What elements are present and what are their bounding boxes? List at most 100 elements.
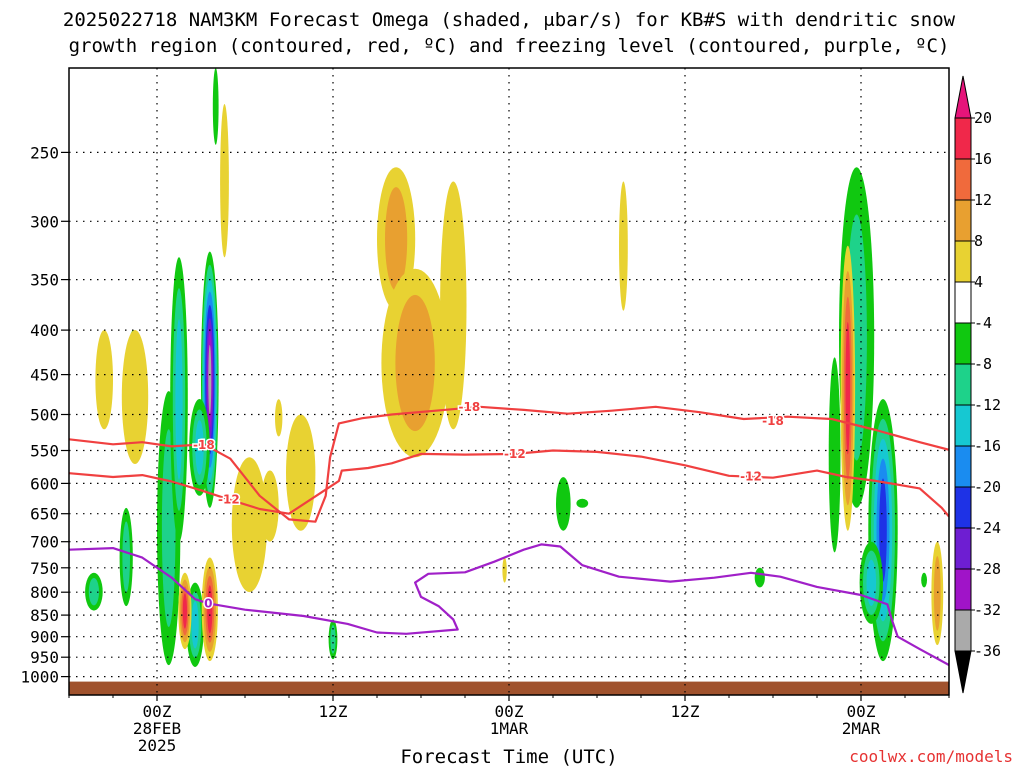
x-axis-label: Forecast Time (UTC) [400,746,617,768]
terrain-surface [69,681,949,695]
omega-region-4-level--36 [208,345,212,415]
omega-region-12-level--8 [828,357,841,553]
colorbar-tick-label-2: 12 [974,191,992,209]
y-tick-label-600: 600 [30,474,59,493]
colorbar-tick-label-8: -16 [974,437,1001,455]
x-tick-label-4-1: 2MAR [842,719,881,738]
omega-region-16-level--8 [754,567,765,588]
omega-region-3-level--16 [175,319,183,480]
terrain [69,681,949,695]
omega-region-10-level--8 [556,477,571,531]
y-tick-label-950: 950 [30,648,59,667]
contour-label-1-1: -12 [504,447,526,461]
omega-shading [85,68,944,667]
omega-region-14-level--24 [879,478,887,582]
omega-region-33-level-4 [502,557,507,583]
colorbar-tick-label-4: 4 [974,273,983,291]
y-tick-label-550: 550 [30,442,59,461]
omega-region-29-level-16 [845,322,851,455]
omega-region-0-level--12 [88,578,99,606]
omega-region-5-level--16 [195,420,204,475]
credit-text: coolwx.com/models [849,747,1013,766]
colorbar-bin-2 [954,199,972,242]
contour-label-1-0: -12 [218,492,240,506]
omega-region-8-level--8 [212,68,219,145]
colorbar-tick-label-7: -12 [974,396,1001,414]
colorbar-bin-3 [954,240,972,283]
colorbar-tick-label-11: -28 [974,560,1001,578]
omega-region-27-level-4 [619,181,628,311]
x-tick-label-4-0: 00Z [847,702,876,721]
colorbar-bin-12 [954,609,972,652]
colorbar-bin-10 [954,527,972,570]
contours: -18 -18 -18 -12 -12 -12 0 [69,398,949,666]
x-tick-label-2-0: 00Z [495,702,524,721]
contour-line-1 [69,449,949,518]
chart-title-line-1: 2025022718 NAM3KM Forecast Omega (shaded… [63,9,956,31]
colorbar-bottom-arrow [954,650,972,694]
omega-region-21-level-4 [231,457,267,593]
omega-region-18-level-4 [121,330,149,464]
contour-label-1-2: -12 [740,469,762,483]
y-tick-label-850: 850 [30,606,59,625]
x-tick-label-0-2: 2025 [138,736,177,755]
omega-region-32-level-4 [275,399,283,437]
colorbar: 20 16 12 8 4 -4 -8 -12 -16 -20 -24 -28 -32 -36 [954,75,1001,694]
x-tick-label-3-0: 12Z [671,702,700,721]
colorbar-bin-11 [954,568,972,611]
omega-region-22-level-4 [261,470,279,542]
contour-label-0-2: -18 [762,414,784,428]
omega-region-6-level--16 [191,601,199,649]
colorbar-tick-label-0: 20 [974,109,992,127]
chart-title-line-2: growth region (contoured, red, ºC) and f… [69,35,950,57]
colorbar-top-arrow [954,75,972,119]
x-tick-label-1-0: 12Z [319,702,348,721]
omega-region-25-level-8 [395,294,435,432]
colorbar-bin-6 [954,363,972,406]
y-tick-label-1000: 1000 [20,668,59,687]
colorbar-tick-label-5: -4 [974,314,992,332]
colorbar-bin-4 [954,281,972,324]
colorbar-bin-9 [954,486,972,529]
y-tick-label-650: 650 [30,505,59,524]
x-tick-label-0-1: 28FEB [133,719,181,738]
x-tick-label-0-0: 00Z [143,702,172,721]
contour-label-0-0: -18 [193,438,215,452]
y-tick-label-700: 700 [30,533,59,552]
contour-label-0-1: -18 [459,400,481,414]
contour-label-2-0: 0 [204,596,212,610]
colorbar-tick-label-9: -20 [974,478,1001,496]
omega-region-19-level-4 [95,330,113,430]
y-tick-label-500: 500 [30,406,59,425]
colorbar-bin-7 [954,404,972,447]
colorbar-tick-label-12: -32 [974,601,1001,619]
colorbar-bin-5 [954,322,972,365]
y-tick-label-400: 400 [30,321,59,340]
omega-region-9-level--12 [330,625,336,654]
omega-region-11-level--8 [576,498,589,508]
omega-region-20-level-4 [220,104,229,258]
y-tick-label-900: 900 [30,628,59,647]
omega-region-24-level-8 [385,187,408,291]
contour-line-2 [69,543,949,666]
colorbar-bin-1 [954,158,972,201]
omega-region-28-level-8 [933,556,941,631]
y-tick-label-300: 300 [30,212,59,231]
omega-region-1-level--12 [122,521,130,593]
y-tick-label-250: 250 [30,143,59,162]
omega-region-15-level--16 [866,559,877,606]
colorbar-tick-label-6: -8 [974,355,992,373]
omega-region-31-level-16 [182,593,187,629]
colorbar-tick-label-1: 16 [974,150,992,168]
omega-region-30-level-16 [207,585,213,634]
colorbar-bin-0 [954,117,972,160]
y-tick-label-800: 800 [30,583,59,602]
omega-region-26-level-4 [440,181,467,430]
colorbar-tick-label-3: 8 [974,232,983,250]
y-axis-ticks: 250 300 350 400 450 500 550 600 650 700 750 800 850 9… [20,143,69,687]
y-tick-label-750: 750 [30,559,59,578]
contour-line-0 [69,405,949,523]
colorbar-bin-8 [954,445,972,488]
